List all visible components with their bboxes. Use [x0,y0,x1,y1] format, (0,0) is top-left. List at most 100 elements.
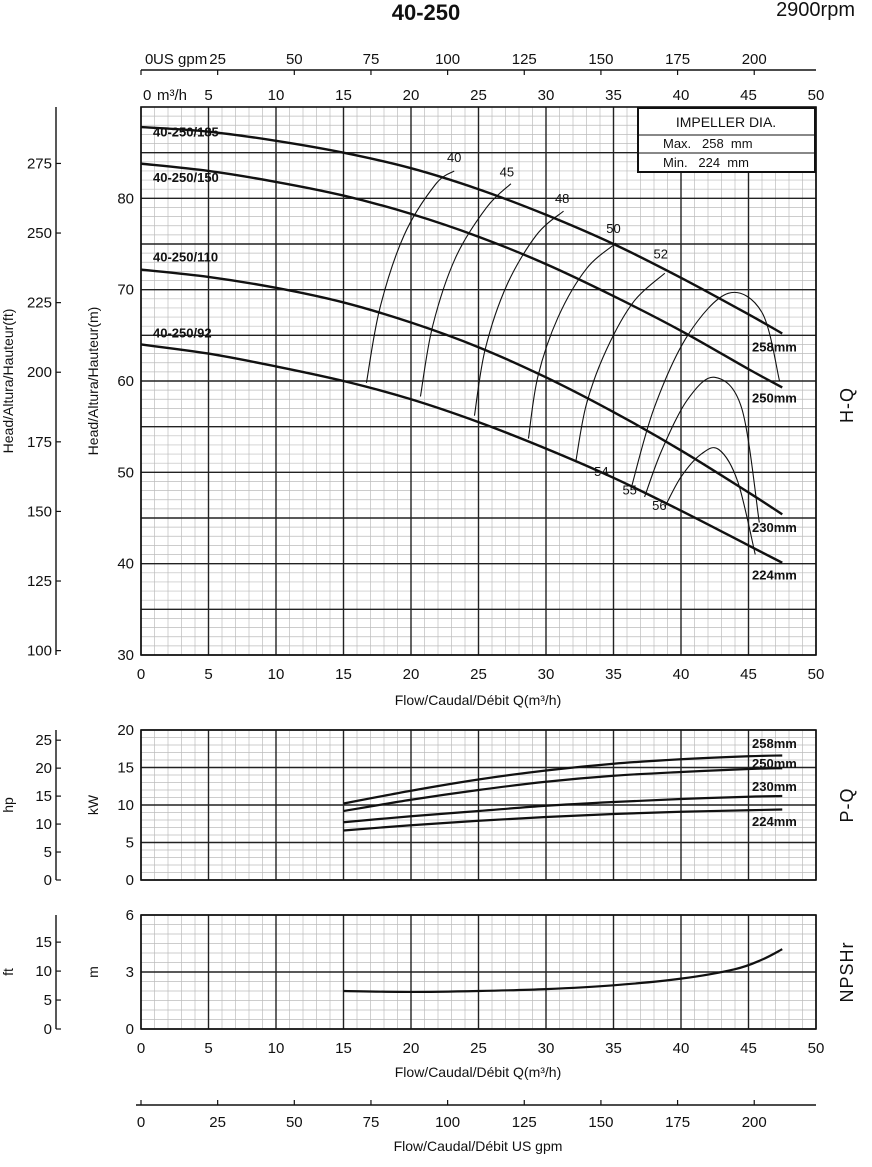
gpm-bottom-tick-label: 25 [209,1114,226,1131]
pq-curve-230mm [343,794,783,824]
npsh-y-tick-label: 3 [126,964,134,981]
ft-tick-label: 175 [27,434,52,451]
gpm-top-unit: US gpm [153,51,207,68]
hq-y-tick-label: 50 [117,464,134,481]
gpm-top-tick-label: 50 [286,51,303,68]
efficiency-curve-45 [419,183,512,397]
hp-tick-label: 20 [35,760,52,777]
ft-tick-label: 150 [27,503,52,520]
gpm-bottom-tick-label: 50 [286,1114,303,1131]
hq-y-tick-label: 60 [117,373,134,390]
efficiency-curve-54 [630,291,781,489]
gpm-bottom-tick-label: 100 [435,1114,460,1131]
plot-frame [140,914,817,1030]
m3h-top-tick-label: 30 [538,87,555,104]
speed-label: 2900rpm [776,0,855,21]
pq-y-tick-label: 20 [117,722,134,739]
efficiency-label: 52 [654,247,668,262]
hq-x-tick-label: 15 [335,666,352,683]
gpm-bottom-tick-label: 125 [512,1114,537,1131]
pq-curve-250mm [343,767,783,813]
m3h-top-tick-label: 40 [673,87,690,104]
gpm-top-tick-label: 25 [209,51,226,68]
npsh-x-tick-label: 25 [470,1040,487,1057]
hq-curve-224mm [140,343,783,564]
npsh-x-tick-label: 35 [605,1040,622,1057]
m3h-top-tick-label: 50 [808,87,825,104]
impeller-max: Max. 258 mm [663,136,753,151]
gpm-bottom-tick-label: 175 [665,1114,690,1131]
pq-diameter-label: 258mm [752,736,797,751]
hq-x-axis-label: Flow/Caudal/Débit Q(m³/h) [395,692,562,708]
efficiency-curve-48 [473,210,564,416]
gpm-top-tick-label: 200 [742,51,767,68]
hp-tick-label: 15 [35,788,52,805]
hq-side-label: H-Q [837,387,857,423]
pq-panel: 0 5 10 15 20 0 5 10 15 20 25 kW hp P-Q 258mm 250mm 230mm… [0,722,857,889]
npsh-panel: 0 3 6 0 5 10 15 0 5 10 15 20 25 30 35 40 45 50 Flow/Caudal… [0,907,857,1080]
m3h-top-tick-label: 45 [740,87,757,104]
plot-frame [140,729,817,881]
efficiency-label: 55 [622,482,636,497]
hq-x-tick-label: 50 [808,666,825,683]
gpm-bottom-axis-label: Flow/Caudal/Débit US gpm [394,1138,563,1154]
hq-x-tick-label: 0 [137,666,145,683]
hq-y-axis-label-ft: Head/Altura/Hauteur(ft) [0,309,16,454]
impeller-title: IMPELLER DIA. [676,114,776,130]
m3h-top-tick-label: 35 [605,87,622,104]
pq-y-tick-label: 0 [126,872,134,889]
impeller-model-label: 40-250/110 [153,250,218,265]
impeller-legend-box: IMPELLER DIA. Max. 258 mm Min. 224 mm [637,107,816,173]
m3h-top-tick-label: 15 [335,87,352,104]
gpm-top-tick-label: 100 [435,51,460,68]
hp-tick-label: 10 [35,816,52,833]
gpm-bottom-tick-label: 200 [742,1114,767,1131]
pq-y-tick-label: 15 [117,760,134,777]
pq-y-axis-label-kw: kW [85,794,101,815]
hp-tick-label: 0 [44,872,52,889]
efficiency-curve-52 [575,272,666,463]
hq-y-tick-label: 30 [117,647,134,664]
bottom-gpm-axis: 0 25 50 75 100 125 150 175 200 Flow/Caudal/Débit … [136,1100,816,1154]
npshr-curve [343,948,783,994]
efficiency-curve-55 [644,376,760,523]
hq-x-tick-label: 10 [268,666,285,683]
hq-diameter-label: 230mm [752,520,797,535]
hp-tick-label: 25 [35,732,52,749]
hq-y-axis-label-m: Head/Altura/Hauteur(m) [85,307,101,456]
efficiency-label: 40 [447,150,461,165]
impeller-min: Min. 224 mm [663,155,749,170]
pq-curve-258mm [343,754,783,805]
npsh-x-tick-label: 30 [538,1040,555,1057]
gpm-top-tick-label: 75 [363,51,380,68]
m3h-top-tick-label: 5 [204,87,212,104]
ft-tick-label: 275 [27,155,52,172]
npsh-x-tick-label: 20 [403,1040,420,1057]
gpm-bottom-tick-label: 75 [363,1114,380,1131]
efficiency-label: 56 [652,498,666,513]
pq-side-label: P-Q [837,787,857,822]
npsh-x-tick-label: 45 [740,1040,757,1057]
gpm-top-tick-label: 150 [588,51,613,68]
npsh-ft-tick-label: 0 [44,1021,52,1038]
m3h-top-tick-label: 0 [143,87,151,104]
npsh-x-tick-label: 10 [268,1040,285,1057]
pq-diameter-label: 230mm [752,779,797,794]
ft-tick-label: 200 [27,364,52,381]
pq-diameter-label: 224mm [752,814,797,829]
pq-y-axis-label-hp: hp [0,797,16,813]
impeller-model-label: 40-250/150 [153,170,219,185]
m3h-top-tick-label: 20 [403,87,420,104]
gpm-bottom-tick-label: 150 [588,1114,613,1131]
pq-y-tick-label: 10 [117,797,134,814]
gpm-bottom-tick-label: 0 [137,1114,145,1131]
hq-y-tick-label: 80 [117,190,134,207]
pq-y-tick-label: 5 [126,835,134,852]
efficiency-label: 50 [606,221,620,236]
npsh-x-tick-label: 5 [204,1040,212,1057]
npsh-x-tick-label: 50 [808,1040,825,1057]
hq-diameter-label: 258mm [752,339,797,354]
hq-x-tick-label: 20 [403,666,420,683]
